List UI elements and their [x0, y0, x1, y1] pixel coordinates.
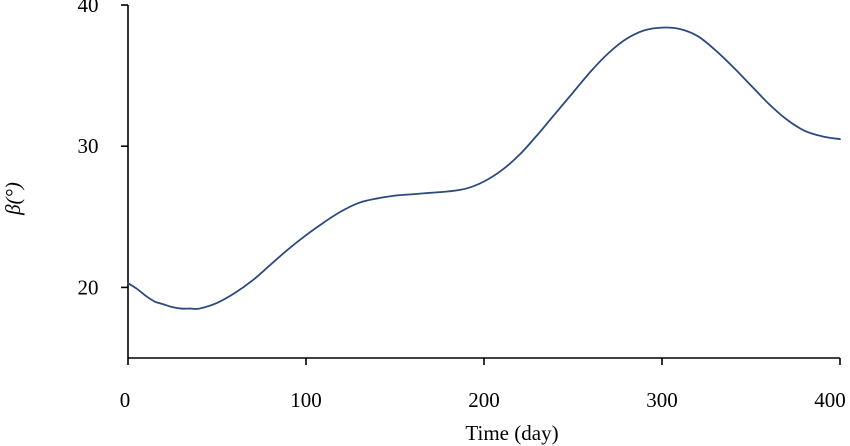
y-tick-label-30: 30	[78, 134, 99, 158]
x-tick-label-300: 300	[646, 388, 678, 412]
x-ticks: 0 100 200 300 400	[120, 358, 846, 412]
y-ticks: 20 30 40	[78, 0, 128, 299]
y-tick-label-40: 40	[78, 0, 99, 17]
x-tick-label-0: 0	[120, 388, 131, 412]
x-tick-label-400: 400	[814, 388, 846, 412]
x-tick-label-100: 100	[290, 388, 322, 412]
x-tick-label-200: 200	[468, 388, 500, 412]
series-line-beta	[127, 26, 841, 310]
x-axis-title: Time (day)	[465, 421, 558, 445]
y-tick-label-20: 20	[78, 275, 99, 299]
y-axis-title: β(°)	[1, 182, 25, 216]
